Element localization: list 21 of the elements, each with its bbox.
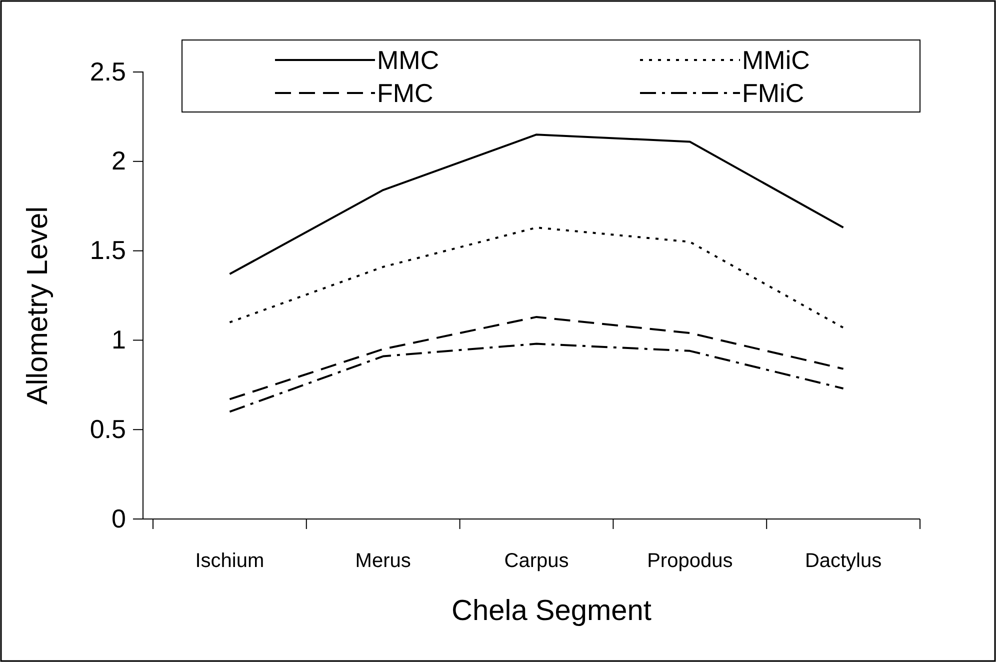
- line-series: [228, 342, 844, 413]
- y-tick-label: 2: [112, 146, 126, 176]
- x-tick-label: Dactylus: [804, 550, 882, 572]
- y-axis-title: Allometry Level: [22, 206, 54, 405]
- line-series: [228, 226, 844, 329]
- x-tick-label: Propodus: [647, 550, 733, 572]
- x-tick-label: Ischium: [195, 550, 264, 572]
- y-tick-label: 0: [112, 503, 126, 534]
- legend-label: FMiC: [742, 78, 804, 108]
- line-series: [228, 316, 844, 400]
- x-tick-label: Merus: [355, 550, 411, 572]
- legend-label: MMC: [377, 45, 440, 75]
- legend-label: MMiC: [742, 45, 810, 75]
- y-tick-label: 0.5: [90, 414, 126, 444]
- line-series: [228, 134, 844, 276]
- legend-label: FMC: [377, 78, 434, 108]
- y-tick-label: 1.5: [90, 235, 126, 266]
- y-tick-label: 2.5: [90, 56, 126, 86]
- x-tick-label: Carpus: [504, 550, 569, 572]
- x-axis-title: Chela Segment: [452, 595, 652, 627]
- y-tick-label: 1: [112, 324, 126, 355]
